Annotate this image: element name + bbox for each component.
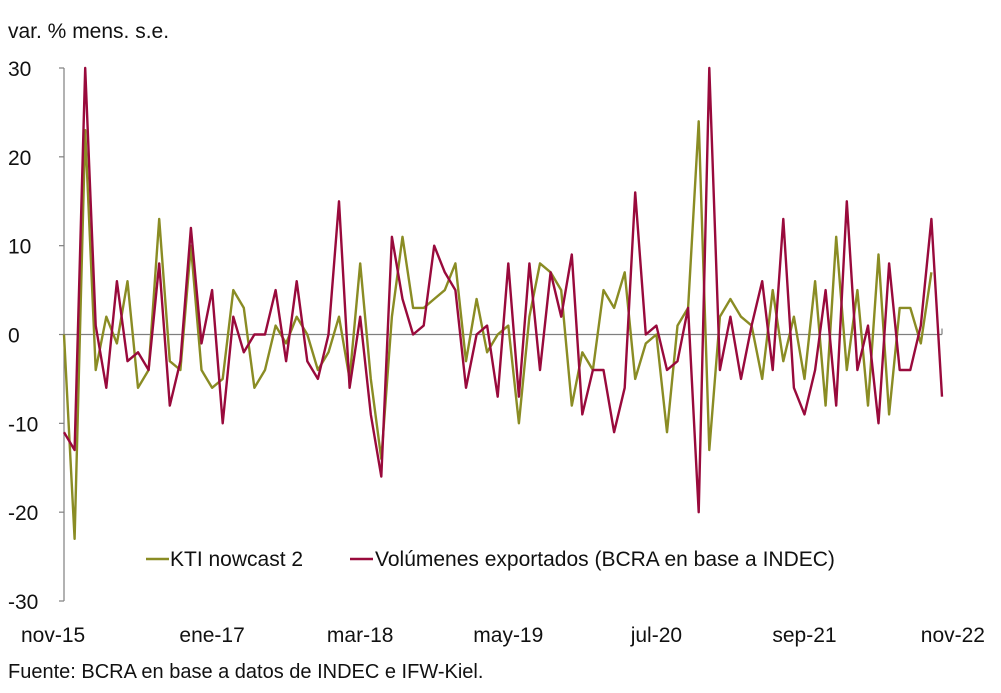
y-tick-label: 20 <box>8 147 31 170</box>
x-tick-label: may-19 <box>473 624 543 647</box>
y-axis-ticks: 30 20 10 0 -10 -20 -30 <box>8 58 943 614</box>
x-tick-label: jul-20 <box>630 624 682 647</box>
x-tick-label: nov-22 <box>921 624 985 647</box>
series-line-kti <box>62 120 933 540</box>
y-tick-label: -20 <box>8 502 38 525</box>
series-layer <box>62 66 944 540</box>
x-tick-label: mar-18 <box>327 624 394 647</box>
x-tick-label: ene-17 <box>179 624 244 647</box>
x-tick-label: nov-15 <box>21 624 85 647</box>
x-tick-label: sep-21 <box>772 624 836 647</box>
legend-kti-label: KTI nowcast 2 <box>170 548 303 571</box>
series-line-vol <box>62 66 944 514</box>
y-tick-label: 0 <box>8 325 20 348</box>
legend: KTI nowcast 2 Volúmenes exportados (BCRA… <box>146 548 835 571</box>
y-tick-label: 10 <box>8 236 31 259</box>
x-axis-ticks: nov-15 ene-17 mar-18 may-19 jul-20 sep-21 nov-… <box>21 624 985 647</box>
legend-vol-label: Volúmenes exportados (BCRA en base a IND… <box>375 548 835 571</box>
source-note: Fuente: BCRA en base a datos de INDEC e … <box>8 661 484 683</box>
y-tick-label: 30 <box>8 58 31 81</box>
y-tick-label: -30 <box>8 591 38 614</box>
y-tick-label: -10 <box>8 413 38 436</box>
y-axis-unit-label: var. % mens. s.e. <box>8 20 170 43</box>
